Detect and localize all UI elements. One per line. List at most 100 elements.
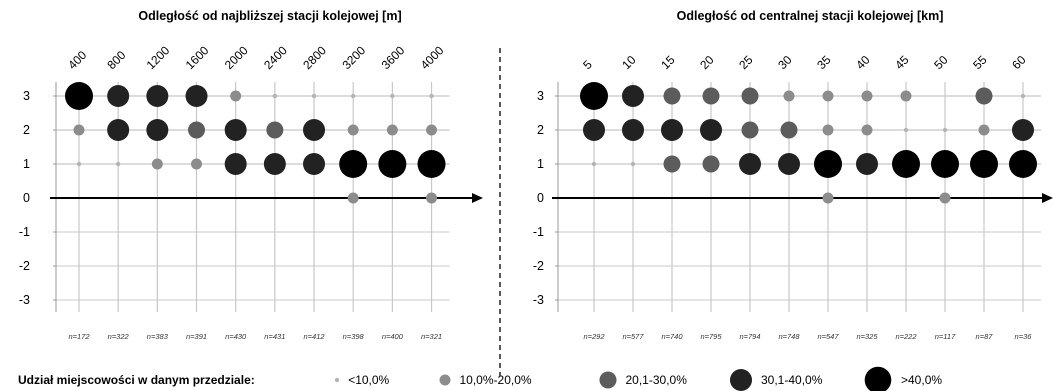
y-tick-label: 2 — [537, 123, 544, 137]
y-tick-label: -1 — [533, 225, 544, 239]
n-label: n=322 — [108, 332, 130, 341]
legend-label: >40,0% — [901, 373, 942, 387]
bubble-y2-x45 — [903, 127, 909, 133]
bubble-y0-x4000 — [426, 192, 438, 204]
bubble-y3-x3200 — [350, 93, 356, 99]
bubble-y1-x2400 — [263, 153, 286, 175]
n-label: n=547 — [817, 332, 839, 341]
n-label: n=748 — [778, 332, 800, 341]
bubble-y1-x40 — [856, 153, 878, 175]
y-tick-label: -2 — [533, 259, 544, 273]
bubble-y2-x3600 — [386, 124, 398, 136]
bubble-y1-x30 — [778, 153, 800, 175]
legend-marker-5 — [864, 366, 892, 391]
bubble-y2-x25 — [741, 121, 759, 139]
y-tick-label: 0 — [23, 191, 30, 205]
n-label: n=36 — [1015, 332, 1033, 341]
x-tick-label: 1200 — [144, 43, 173, 72]
n-label: n=740 — [661, 332, 683, 341]
bubble-y1-x10 — [630, 161, 636, 167]
n-label: n=222 — [895, 332, 917, 341]
n-label: n=391 — [186, 332, 207, 341]
y-tick-label: 3 — [537, 89, 544, 103]
n-label: n=172 — [68, 332, 90, 341]
bubble-y3-x4000 — [429, 93, 434, 99]
x-tick-label: 15 — [658, 53, 678, 73]
n-label: n=87 — [976, 332, 994, 341]
bubble-y2-x35 — [822, 124, 834, 136]
bubble-y3-x2000 — [230, 90, 242, 102]
x-tick-label: 60 — [1009, 53, 1029, 73]
bubble-y3-x45 — [900, 90, 912, 102]
n-label: n=577 — [622, 332, 644, 341]
axis-arrow-icon — [1042, 193, 1053, 203]
n-label: n=400 — [382, 332, 404, 341]
bubble-y1-x1200 — [151, 158, 163, 170]
n-label: n=383 — [147, 332, 169, 341]
bubble-y3-x3600 — [390, 93, 395, 99]
bubble-y2-x55 — [978, 124, 990, 136]
y-tick-label: 2 — [23, 123, 30, 137]
bubble-y3-x30 — [783, 90, 795, 102]
bubble-y3-x55 — [975, 87, 993, 105]
bubble-y1-x35 — [814, 150, 842, 178]
legend-label: 20,1-30,0% — [626, 373, 688, 387]
bubble-y2-x2800 — [303, 119, 326, 141]
n-label: n=795 — [700, 332, 722, 341]
bubble-y2-x10 — [622, 119, 644, 141]
bubble-y3-x25 — [741, 87, 759, 105]
bubble-y1-x15 — [663, 155, 681, 173]
y-tick-label: -3 — [19, 293, 30, 307]
legend: Udział miejscowości w danym przedziale: <… — [18, 366, 942, 391]
bubble-y3-x2400 — [272, 93, 278, 99]
legend-label: 30,1-40,0% — [761, 373, 823, 387]
x-tick-label: 5 — [580, 57, 595, 72]
panel-1: Odległość od najbliższej stacji kolejowe… — [19, 9, 483, 341]
x-tick-label: 50 — [931, 53, 951, 73]
bubble-y3-x400 — [65, 82, 93, 110]
bubble-y2-x40 — [861, 124, 873, 136]
y-tick-label: -1 — [19, 225, 30, 239]
y-tick-label: -2 — [19, 259, 30, 273]
chart-title: Odległość od centralnej stacji kolejowej… — [677, 9, 944, 23]
x-tick-label: 25 — [736, 53, 756, 73]
bubble-y3-x40 — [861, 90, 873, 102]
n-label: n=292 — [583, 332, 605, 341]
bubble-y2-x50 — [942, 127, 948, 133]
bubble-y3-x2800 — [311, 93, 317, 99]
x-tick-label: 4000 — [418, 43, 447, 72]
bubble-y3-x5 — [580, 82, 608, 110]
x-tick-label: 45 — [892, 53, 912, 73]
bubble-y1-x60 — [1009, 150, 1037, 178]
n-label: n=412 — [303, 332, 325, 341]
bubble-y1-x800 — [115, 161, 121, 167]
chart-title: Odległość od najbliższej stacji kolejowe… — [138, 9, 401, 23]
n-label: n=321 — [421, 332, 442, 341]
legend-marker-3 — [599, 371, 617, 389]
bubble-y1-x400 — [76, 161, 82, 167]
bubble-y1-x20 — [702, 155, 720, 173]
x-tick-label: 2000 — [222, 43, 251, 72]
legend-label: <10,0% — [348, 373, 389, 387]
bubble-y1-x5 — [591, 161, 597, 167]
bubble-y3-x15 — [663, 87, 681, 105]
y-tick-label: -3 — [533, 293, 544, 307]
bubble-y1-x50 — [931, 150, 959, 178]
bubble-y2-x2000 — [224, 119, 247, 141]
y-tick-label: 3 — [23, 89, 30, 103]
x-tick-label: 40 — [853, 53, 873, 73]
bubble-y1-x3200 — [339, 150, 368, 178]
y-tick-label: 1 — [537, 157, 544, 171]
x-tick-label: 400 — [65, 48, 89, 72]
bubble-y3-x20 — [702, 87, 720, 105]
x-tick-label: 800 — [104, 48, 128, 72]
x-tick-label: 1600 — [183, 43, 212, 72]
bubble-y3-x1600 — [185, 85, 208, 107]
x-tick-label: 3600 — [379, 43, 408, 72]
legend-label: 10,0%-20,0% — [460, 373, 532, 387]
bubble-y2-x20 — [700, 119, 722, 141]
bubble-y1-x1600 — [191, 158, 203, 170]
bubble-y2-x15 — [661, 119, 683, 141]
bubble-y2-x30 — [780, 121, 798, 139]
